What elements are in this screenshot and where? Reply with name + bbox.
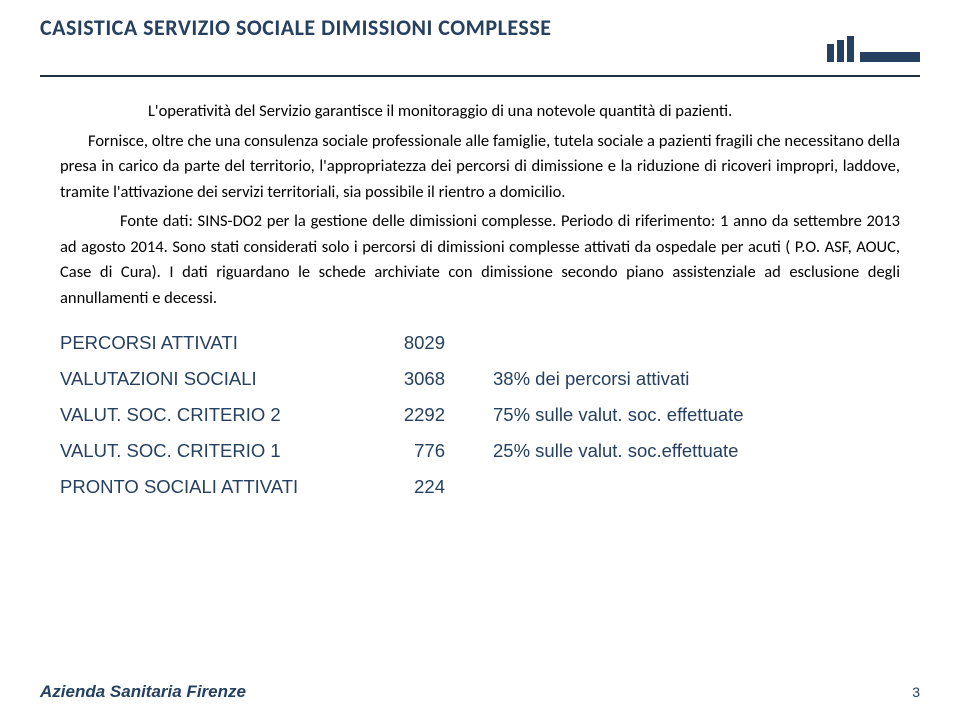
page-content: L'operatività del Servizio garantisce il… [0, 77, 960, 498]
footer-org: Azienda Sanitaria Firenze [40, 682, 246, 702]
table-row: VALUTAZIONI SOCIALI 3068 38% dei percors… [60, 368, 900, 390]
metric-label: VALUT. SOC. CRITERIO 2 [60, 404, 350, 426]
table-row: PRONTO SOCIALI ATTIVATI 224 [60, 476, 900, 498]
intro-paragraph-2: Fornisce, oltre che una consulenza socia… [60, 129, 900, 206]
metrics-table: PERCORSI ATTIVATI 8029 VALUTAZIONI SOCIA… [60, 332, 900, 498]
metric-value: 776 [350, 440, 445, 462]
metric-value: 3068 [350, 368, 445, 390]
deco-rect [860, 52, 920, 62]
header-decoration-icon [827, 36, 920, 62]
metric-desc [445, 332, 493, 354]
metric-desc: 38% dei percorsi attivati [445, 368, 689, 390]
deco-bar [847, 36, 854, 62]
intro-paragraph-1: L'operatività del Servizio garantisce il… [60, 99, 900, 125]
deco-bar [827, 44, 834, 62]
table-row: PERCORSI ATTIVATI 8029 [60, 332, 900, 354]
page-title: CASISTICA SERVIZIO SOCIALE DIMISSIONI CO… [40, 14, 920, 41]
page-footer: Azienda Sanitaria Firenze 3 [40, 682, 920, 702]
metric-value: 224 [350, 476, 445, 498]
metric-label: VALUTAZIONI SOCIALI [60, 368, 350, 390]
table-row: VALUT. SOC. CRITERIO 2 2292 75% sulle va… [60, 404, 900, 426]
metric-value: 8029 [350, 332, 445, 354]
metric-label: PERCORSI ATTIVATI [60, 332, 350, 354]
page-header: CASISTICA SERVIZIO SOCIALE DIMISSIONI CO… [0, 0, 960, 41]
metric-desc: 25% sulle valut. soc.effettuate [445, 440, 738, 462]
table-row: VALUT. SOC. CRITERIO 1 776 25% sulle val… [60, 440, 900, 462]
metric-desc: 75% sulle valut. soc. effettuate [445, 404, 744, 426]
deco-bar [837, 40, 844, 62]
intro-fonte: Fonte dati: SINS-DO2 per la gestione del… [60, 209, 900, 311]
metric-value: 2292 [350, 404, 445, 426]
intro-text: L'operatività del Servizio garantisce il… [60, 99, 900, 312]
metric-label: VALUT. SOC. CRITERIO 1 [60, 440, 350, 462]
metric-desc [445, 476, 493, 498]
footer-page-number: 3 [912, 684, 920, 700]
metric-label: PRONTO SOCIALI ATTIVATI [60, 476, 350, 498]
